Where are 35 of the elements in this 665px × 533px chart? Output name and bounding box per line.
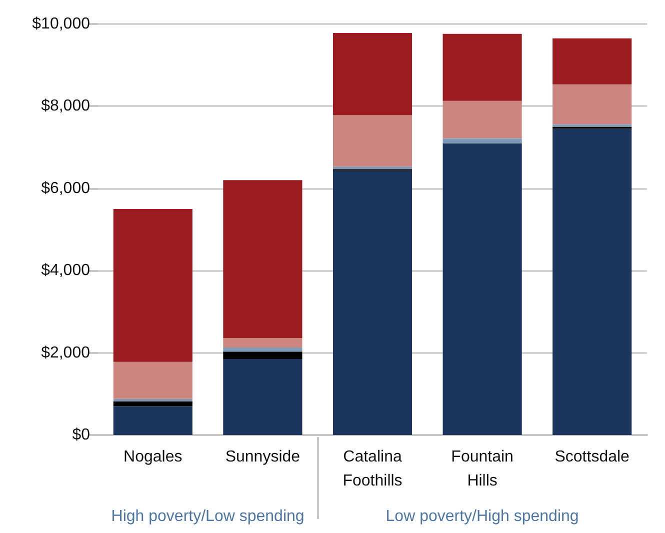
bar xyxy=(113,362,192,399)
x-tick-label: Scottsdale xyxy=(554,448,630,466)
bar xyxy=(442,138,522,144)
y-tick-label: $6,000 xyxy=(41,180,90,197)
bar xyxy=(552,128,632,435)
bar xyxy=(332,166,412,170)
bar xyxy=(552,38,632,84)
bar xyxy=(223,347,302,352)
bar xyxy=(442,34,522,101)
bar xyxy=(113,208,192,362)
bar xyxy=(552,84,632,124)
y-tick-label: $8,000 xyxy=(41,98,90,115)
bar xyxy=(113,398,192,402)
x-tick-label: Sunnyside xyxy=(225,448,300,466)
text: Low poverty/High spending xyxy=(384,508,580,526)
bar xyxy=(223,358,302,435)
bar xyxy=(442,100,522,138)
bar xyxy=(442,143,522,435)
y-tick-label: $2,000 xyxy=(41,344,90,362)
bar xyxy=(113,401,192,406)
x-tick-label: Nogales xyxy=(124,448,182,466)
bar xyxy=(223,180,302,338)
x-tick-label: Fountain Hills xyxy=(451,448,514,490)
x-tick-label: Catalina Foothills xyxy=(342,448,402,490)
bar xyxy=(552,124,632,127)
y-tick-label: $0 xyxy=(72,426,90,444)
bar xyxy=(113,406,192,435)
bar xyxy=(332,170,412,435)
bar xyxy=(332,115,412,167)
bar xyxy=(223,338,302,348)
y-tick-label: $10,000 xyxy=(32,16,90,32)
y-tick-label: $4,000 xyxy=(41,262,90,280)
bar xyxy=(332,33,412,116)
text: High poverty/Low spending xyxy=(110,508,306,526)
bar xyxy=(223,352,302,359)
